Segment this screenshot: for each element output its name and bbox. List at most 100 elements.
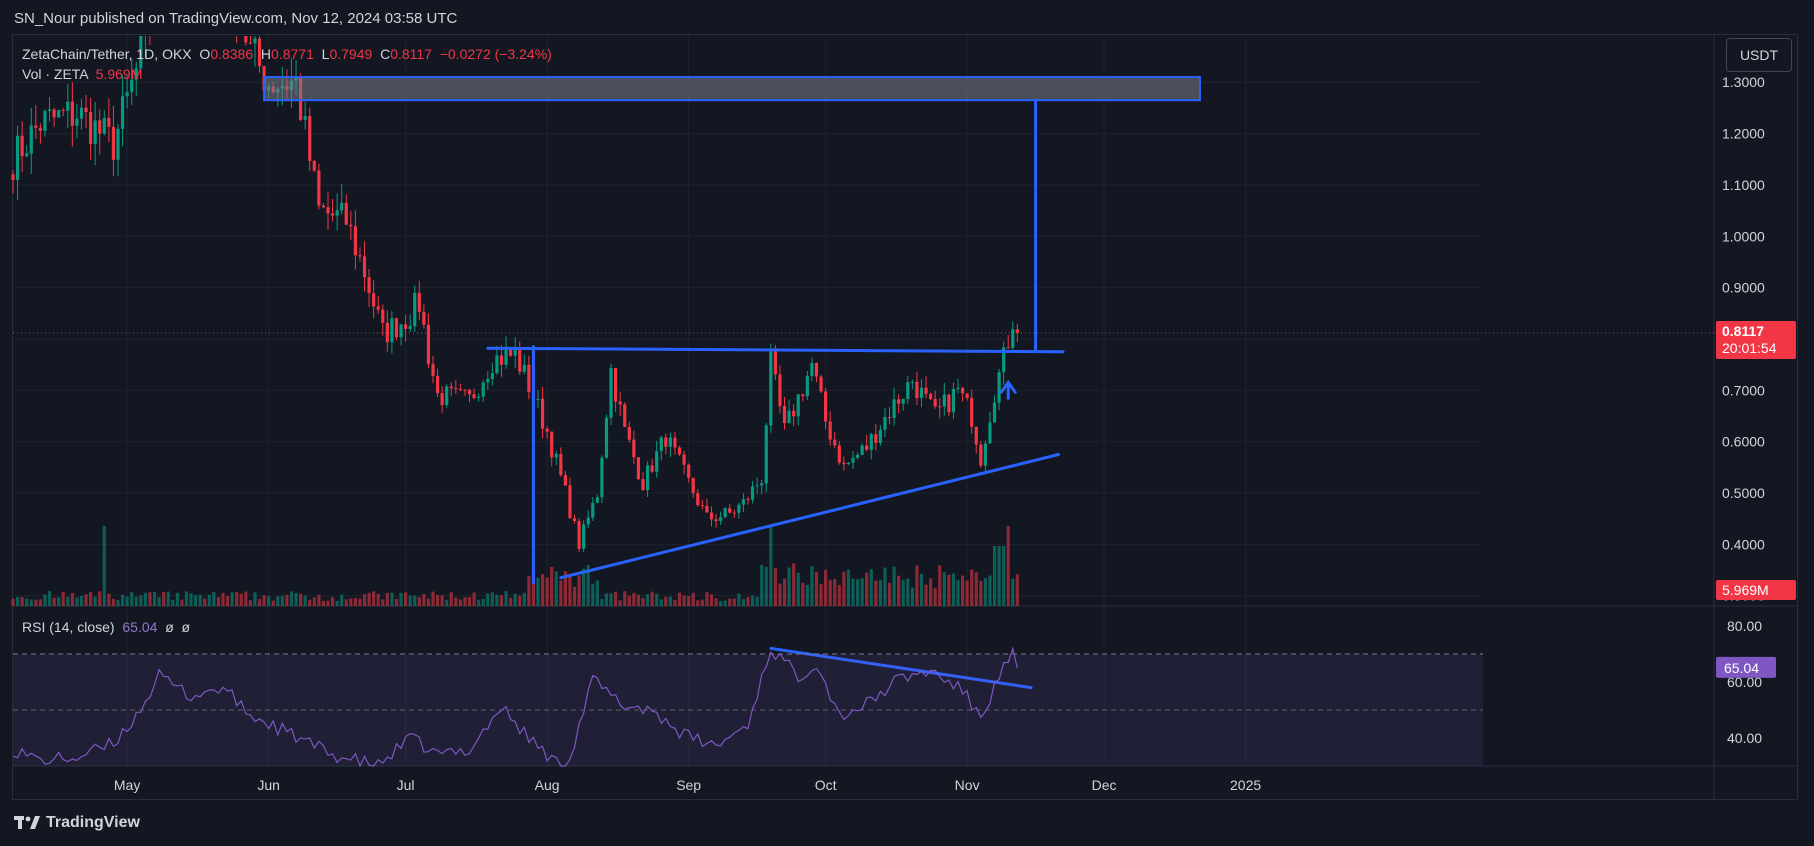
- volume-bar: [929, 578, 933, 606]
- candle: [687, 464, 691, 478]
- candle: [878, 429, 882, 443]
- candle: [495, 355, 499, 374]
- rsi-extra-2: ø: [181, 619, 191, 635]
- volume-bar: [796, 572, 800, 606]
- candle: [627, 426, 631, 440]
- rsi-label[interactable]: RSI (14, close): [22, 619, 115, 635]
- volume-bar: [312, 597, 316, 606]
- breakout-arrow-icon[interactable]: [999, 379, 1017, 400]
- currency-button[interactable]: USDT: [1726, 38, 1792, 72]
- volume-bar: [367, 592, 371, 606]
- candle: [609, 368, 613, 418]
- time-axis-label: May: [114, 777, 140, 793]
- resistance-trendline[interactable]: [486, 346, 1065, 354]
- open-value: 0.8386: [210, 46, 254, 62]
- volume-bar: [152, 591, 157, 606]
- volume-bar: [504, 591, 508, 606]
- volume-legend: Vol · ZETA 5.969M: [22, 66, 142, 82]
- volume-bar: [120, 594, 125, 606]
- volume-label[interactable]: Vol · ZETA: [22, 66, 88, 82]
- volume-bar: [728, 598, 732, 606]
- volume-bar: [824, 569, 828, 606]
- candle: [801, 394, 805, 397]
- volume-bar: [353, 597, 357, 606]
- candle: [326, 207, 330, 214]
- volume-bar: [719, 600, 723, 606]
- candle: [107, 117, 111, 127]
- volume-bar: [938, 565, 942, 606]
- volume-bar: [89, 592, 93, 606]
- volume-bar: [381, 599, 385, 606]
- volume-bar: [559, 580, 563, 606]
- candle: [431, 364, 435, 377]
- candle: [568, 485, 572, 519]
- volume-bar: [778, 583, 782, 606]
- volume-bar: [230, 592, 234, 606]
- support-trendline[interactable]: [559, 453, 1060, 580]
- time-axis-label: 2025: [1230, 777, 1261, 793]
- countdown-timer: 20:01:54: [1722, 340, 1777, 356]
- time-axis-label: Jul: [397, 777, 415, 793]
- volume-bar: [321, 600, 326, 606]
- footer-brand[interactable]: TradingView: [14, 814, 140, 832]
- volume-bar: [769, 526, 773, 606]
- volume-bar: [390, 592, 394, 606]
- volume-bar: [883, 567, 887, 606]
- volume-bar: [792, 563, 796, 606]
- footer-brand-label: TradingView: [46, 814, 140, 831]
- candle: [11, 174, 15, 180]
- volume-bar: [212, 591, 216, 606]
- candle: [677, 447, 682, 455]
- volume-bar: [203, 598, 207, 606]
- candle: [344, 202, 348, 225]
- volume-bar: [11, 598, 15, 606]
- volume-bar: [225, 595, 230, 606]
- volume-bar: [878, 580, 882, 606]
- candle: [435, 376, 440, 394]
- candle: [997, 372, 1001, 403]
- candle: [851, 457, 855, 463]
- symbol-label[interactable]: ZetaChain/Tether, 1D, OKX: [22, 46, 192, 62]
- volume-bar: [107, 593, 111, 606]
- candle: [467, 389, 472, 395]
- volume-bar: [29, 599, 33, 606]
- candle: [769, 351, 773, 426]
- candle: [454, 388, 458, 390]
- volume-bar: [335, 600, 339, 606]
- candle: [563, 475, 567, 486]
- volume-bar: [641, 598, 645, 606]
- volume-bar: [933, 588, 937, 606]
- volume-bar: [66, 596, 70, 606]
- candle: [673, 437, 677, 448]
- candle: [536, 398, 540, 400]
- candle: [303, 116, 307, 120]
- volume-bar: [577, 575, 581, 606]
- volume-bar: [330, 596, 335, 606]
- volume-bar: [458, 599, 462, 606]
- volume-bar: [477, 599, 481, 606]
- candle: [696, 493, 700, 506]
- volume-bar: [344, 599, 348, 606]
- volume-bar: [184, 591, 189, 606]
- volume-bar: [664, 596, 668, 606]
- candle: [883, 417, 887, 430]
- candle: [632, 439, 636, 458]
- candle: [70, 101, 74, 126]
- candle: [486, 379, 490, 383]
- volume-bar: [988, 575, 992, 606]
- volume-bar: [518, 595, 522, 606]
- volume-bar: [349, 598, 353, 606]
- candle: [1006, 347, 1010, 349]
- candle: [349, 224, 353, 227]
- rsi-divergence-line[interactable]: [769, 646, 1033, 690]
- volume-bar: [714, 598, 718, 606]
- volume-bar: [38, 599, 42, 606]
- volume-bar: [303, 595, 307, 606]
- target-zone-rectangle[interactable]: [263, 76, 1201, 102]
- volume-bar: [892, 566, 896, 606]
- candle: [824, 391, 828, 422]
- volume-bar: [750, 595, 755, 606]
- candle: [340, 202, 344, 211]
- candle: [942, 394, 946, 407]
